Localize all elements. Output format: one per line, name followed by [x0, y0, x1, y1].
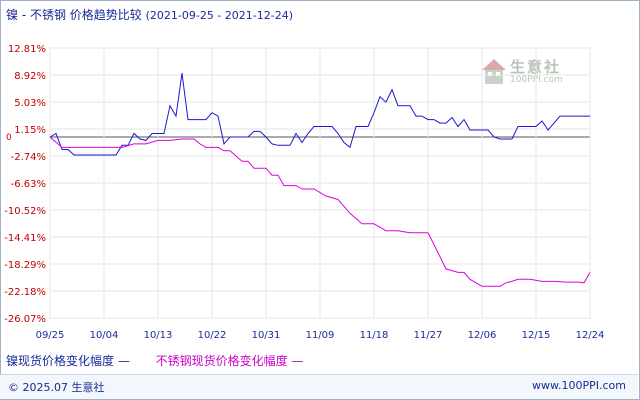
x-tick-label: 10/31: [252, 330, 281, 341]
x-tick-label: 09/25: [36, 330, 65, 341]
x-tick-label: 11/27: [414, 330, 443, 341]
y-tick-label: -26.07%: [4, 314, 46, 325]
x-tick-label: 12/15: [522, 330, 551, 341]
y-tick-label: -2.74%: [11, 152, 46, 163]
y-tick-label: -10.52%: [4, 206, 46, 217]
y-tick-label: -22.18%: [4, 287, 46, 298]
y-tick-label: 5.03%: [14, 98, 46, 109]
x-tick-label: 11/09: [306, 330, 335, 341]
y-tick-label: 1.15%: [14, 125, 46, 136]
x-tick-label: 11/18: [360, 330, 389, 341]
series-line-stainless: [49, 136, 591, 287]
series: [49, 73, 591, 287]
axes: 12.81% 8.92% 5.03% 1.15% -2.74% -6.63% -10.52%…: [4, 44, 604, 341]
y-tick-label: -14.41%: [4, 233, 46, 244]
x-tick-label: 12/06: [468, 330, 497, 341]
legend-nickel-label: 镍现货价格变化幅度: [6, 354, 115, 368]
footer-copyright: © 2025.07 生意社: [8, 381, 105, 394]
x-tick-label: 10/22: [198, 330, 227, 341]
footer-url: www.100PPI.com: [532, 379, 626, 392]
series-line-nickel: [49, 73, 590, 156]
x-tick-label: 10/13: [144, 330, 173, 341]
house-icon: [482, 59, 506, 84]
legend-stainless: 不锈钢现货价格变化幅度 —: [155, 354, 304, 368]
grid: [49, 47, 591, 319]
legend-nickel: 镍现货价格变化幅度 —: [6, 354, 130, 368]
y-tick-label: -18.29%: [4, 260, 46, 271]
legend-stainless-label: 不锈钢现货价格变化幅度: [155, 354, 288, 368]
y-tick-label: 8.92%: [14, 71, 46, 82]
x-tick-label: 12/24: [576, 330, 605, 341]
footer: © 2025.07 生意社 www.100PPI.com: [0, 374, 638, 399]
title-date-range: (2021-09-25 - 2021-12-24): [145, 9, 294, 22]
y-tick-label: -6.63%: [11, 179, 46, 190]
legend: 镍现货价格变化幅度 — 不锈钢现货价格变化幅度 —: [6, 352, 304, 369]
zero-label: 0: [6, 133, 12, 143]
chart-title: 镍 - 不锈钢 价格趋势比较 (2021-09-25 - 2021-12-24): [6, 6, 626, 26]
y-tick-label: 12.81%: [8, 44, 46, 55]
x-tick-label: 10/04: [90, 330, 119, 341]
watermark-name: 生意社: [510, 58, 562, 76]
title-main: 镍 - 不锈钢 价格趋势比较: [6, 8, 142, 22]
